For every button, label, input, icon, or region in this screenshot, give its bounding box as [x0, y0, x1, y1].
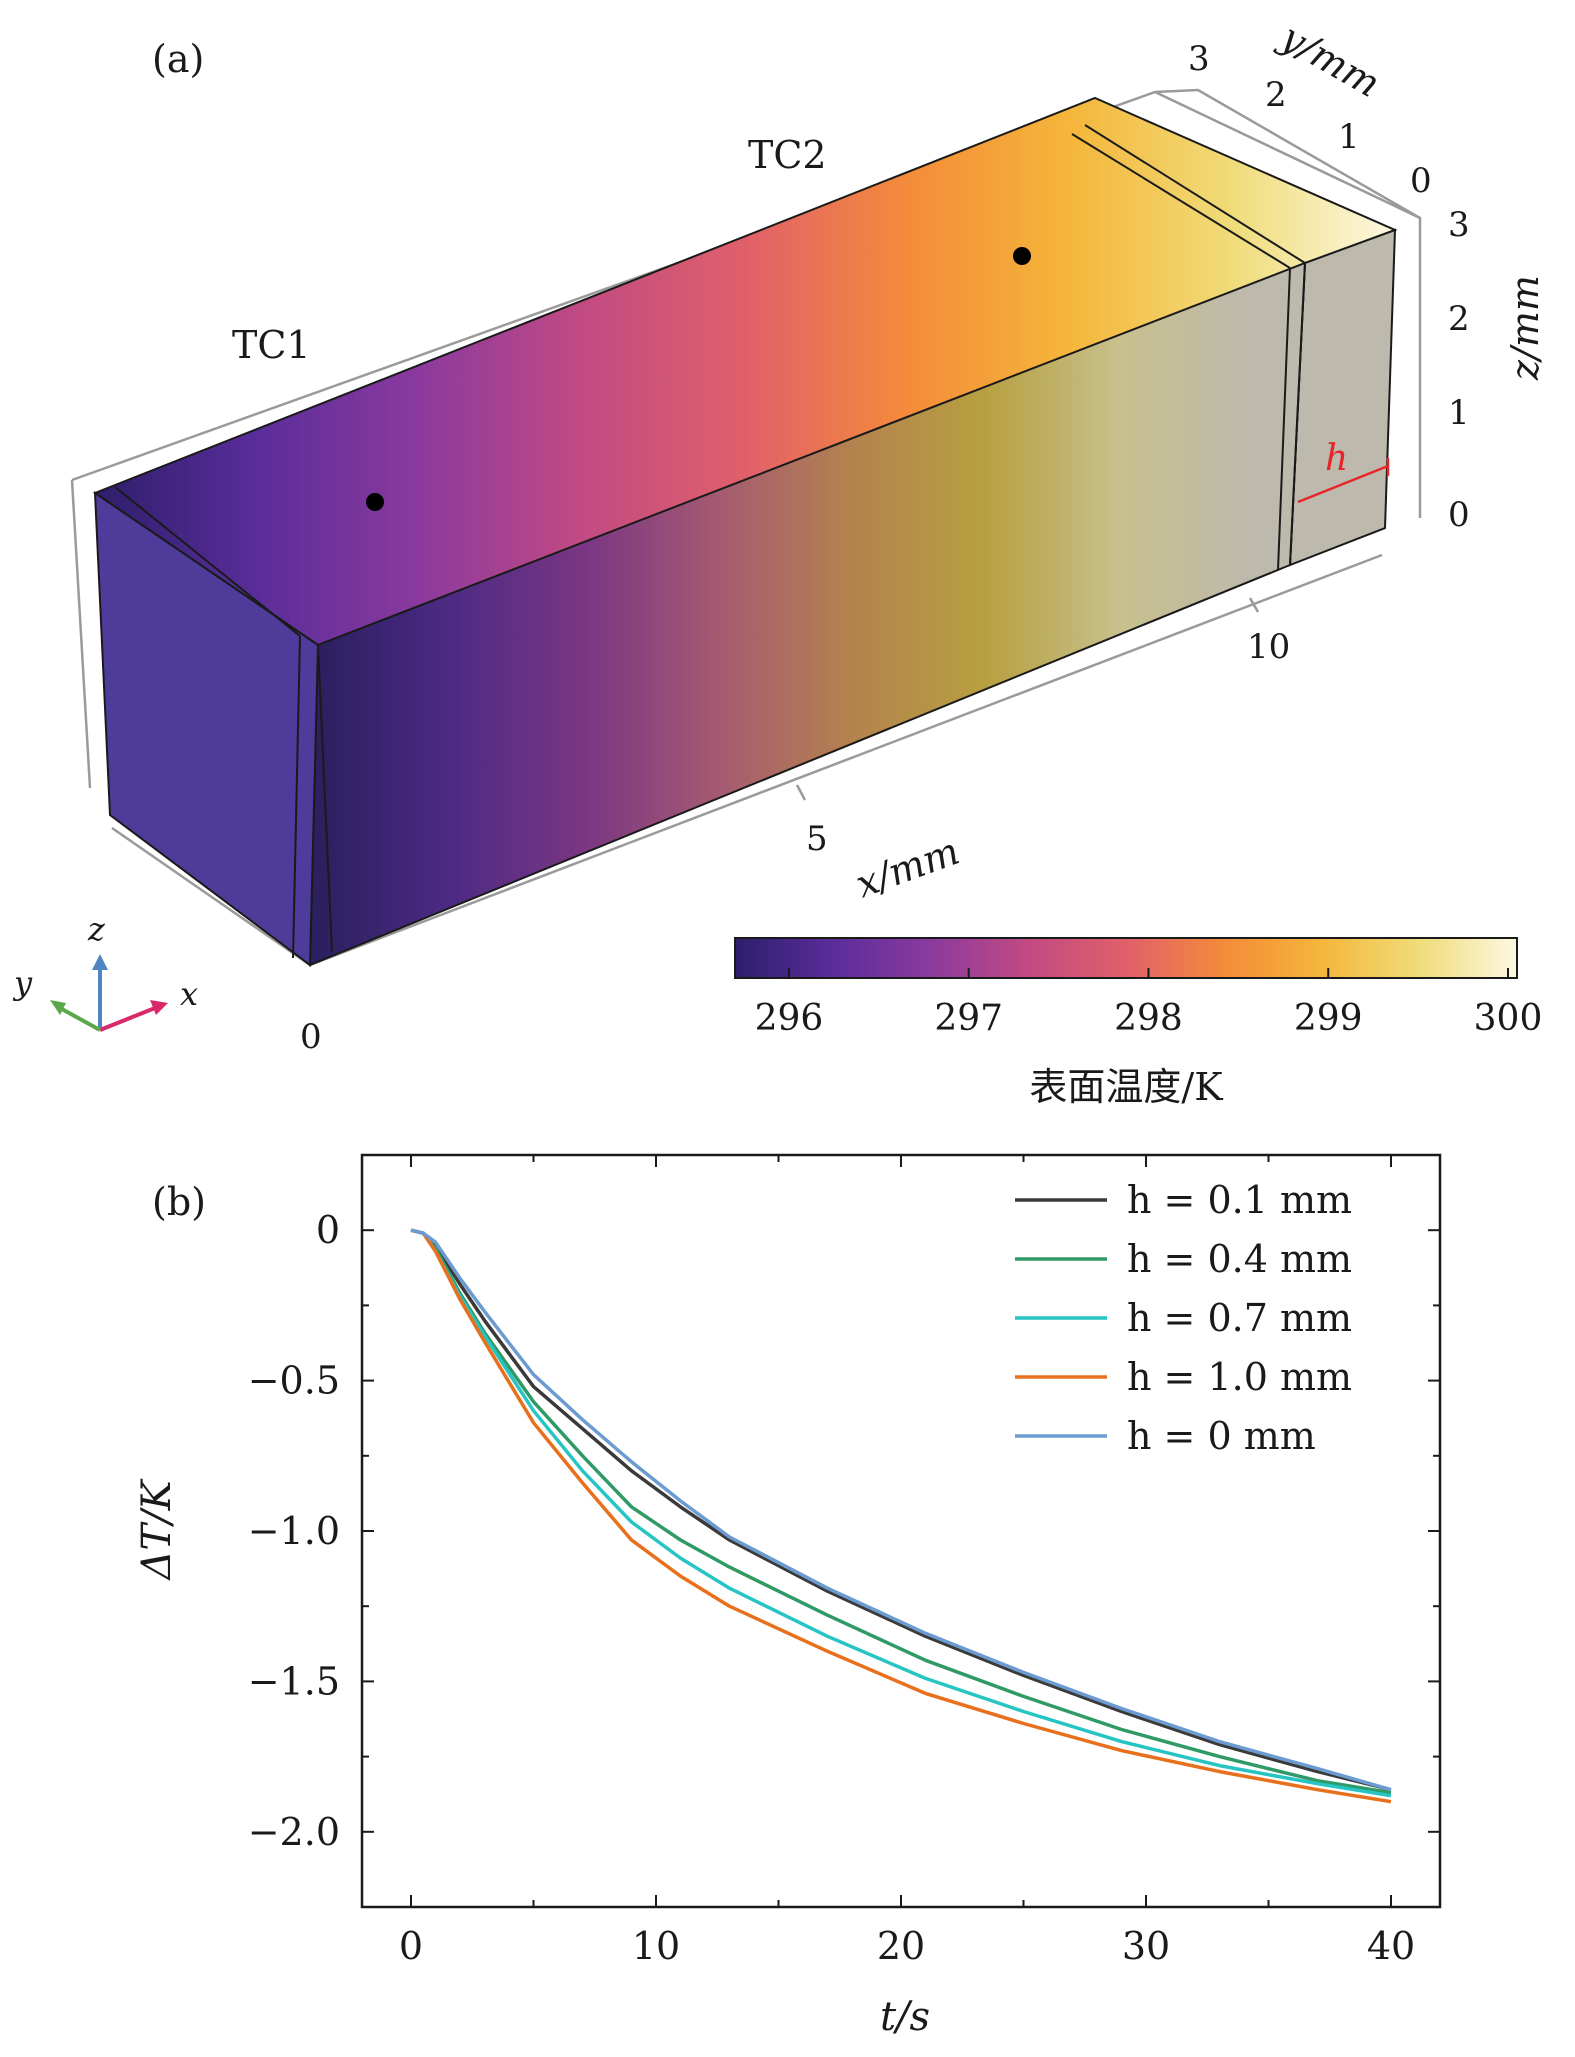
- y-tick-label: 0: [316, 1208, 340, 1252]
- x-tick-label: 0: [399, 1924, 423, 1968]
- z-tick-label-3: 3: [1448, 205, 1470, 245]
- colorbar: 296 297 298 299 300 表面温度/K: [734, 937, 1543, 1109]
- triad-y-arrow: [59, 1006, 101, 1032]
- box-edge-right-back: [1154, 88, 1422, 518]
- colorbar-title: 表面温度/K: [1029, 1065, 1223, 1109]
- x-tick-label-0: 0: [300, 1017, 322, 1057]
- y-axis-label: ΔT/K: [134, 1478, 180, 1581]
- z-tick-label-0: 0: [1448, 495, 1470, 535]
- z-tick-label-2: 2: [1448, 299, 1470, 339]
- panel-b-label: (b): [152, 1180, 206, 1224]
- layer-line-left-side: [292, 635, 301, 959]
- y-tick-label-3: 3: [1188, 39, 1210, 79]
- z-tick-label-1: 1: [1448, 393, 1470, 433]
- x-tick-10: [1248, 597, 1260, 613]
- layer-line-right-top-1: [1071, 133, 1291, 269]
- tc1-point: [366, 493, 384, 511]
- colorbar-ticks: 296 297 298 299 300: [755, 968, 1543, 1039]
- y-axis-label: y/mm: [1272, 14, 1388, 106]
- x-tick-label-10: 10: [1247, 627, 1290, 667]
- y-tick-label-0: 0: [1410, 161, 1432, 201]
- series-lines: [410, 1228, 1392, 1804]
- triad-y-label: y: [12, 964, 33, 1002]
- triad-y-head: [50, 1000, 66, 1015]
- layer-line-right-top-2: [1084, 124, 1306, 264]
- z-axis-label: z/mm: [1503, 275, 1547, 381]
- layer-lines: [114, 124, 1306, 959]
- colorbar-tick-label: 300: [1474, 998, 1543, 1039]
- legend-label-4: h = 1.0 mm: [1127, 1355, 1352, 1399]
- layer-line-left-side-2: [317, 644, 333, 953]
- z-axis-3d: 3 2 1 0 z/mm: [1448, 205, 1547, 535]
- colorbar-tick-label: 299: [1294, 998, 1363, 1039]
- triad-x-label: x: [180, 975, 198, 1013]
- colorbar-tick-label: 298: [1114, 998, 1183, 1039]
- x-tick-label-5: 5: [806, 819, 828, 859]
- legend-label-2: h = 0.4 mm: [1127, 1237, 1352, 1281]
- box-edge-back-left: [70, 479, 92, 789]
- colorbar-tick-label: 297: [934, 998, 1003, 1039]
- block: h: [92, 96, 1398, 967]
- legend: h = 0.1 mm h = 0.4 mm h = 0.7 mm h = 1.0 mm…: [1015, 1178, 1352, 1458]
- layer-line-right-side-2: [1289, 262, 1306, 566]
- y-tick-label-2: 2: [1265, 75, 1287, 115]
- colorbar-bar: [734, 937, 1518, 979]
- tc2-label: TC2: [748, 133, 827, 177]
- h-label: h: [1325, 438, 1348, 479]
- series-line-1: [410, 1228, 1392, 1792]
- block-end-face: [1288, 228, 1397, 567]
- x-tick-label: 40: [1367, 1924, 1415, 1968]
- triad-z-head: [92, 954, 108, 970]
- x-tick-label: 30: [1122, 1924, 1170, 1968]
- triad-x-head: [150, 1000, 168, 1015]
- x-tick-5: [795, 784, 807, 801]
- x-axis-label: x/mm: [850, 829, 965, 907]
- panel-a-label: (a): [152, 37, 204, 81]
- layer-line-left-top: [114, 486, 301, 637]
- layer-line-right-side-1: [1277, 267, 1291, 571]
- triad-x-arrow: [99, 1006, 156, 1032]
- x-tick-label: 20: [877, 1924, 925, 1968]
- h-dimension-line: [1297, 464, 1389, 504]
- y-tick-label: −1.5: [248, 1659, 340, 1703]
- y-tick-label-1: 1: [1338, 117, 1360, 157]
- triad-z-label: z: [87, 910, 106, 948]
- y-axis: 0 −0.5 −1.0 −1.5 −2.0: [248, 1154, 1440, 1908]
- series-line-5: [410, 1228, 1392, 1792]
- legend-label-3: h = 0.7 mm: [1127, 1296, 1352, 1340]
- tc1-label: TC1: [232, 323, 311, 367]
- x-tick-label: 10: [632, 1924, 680, 1968]
- colorbar-tick-label: 296: [755, 998, 824, 1039]
- block-front-face: [93, 491, 320, 967]
- legend-label-1: h = 0.1 mm: [1127, 1178, 1352, 1222]
- legend-label-5: h = 0 mm: [1127, 1414, 1316, 1458]
- panel-b: (b) 0 10 20 30 40 0 −0.5 −1.0 −1.5 −2.0 h = 0.1 …: [134, 1153, 1442, 2040]
- y-tick-label: −2.0: [248, 1810, 340, 1854]
- y-tick-label: −1.0: [248, 1509, 340, 1553]
- tc2-point: [1013, 247, 1031, 265]
- x-axis: 0 10 20 30 40: [399, 1155, 1415, 1968]
- y-tick-label: −0.5: [248, 1359, 340, 1403]
- series-line-4: [410, 1228, 1392, 1804]
- x-axis-label: t/s: [880, 1994, 930, 2040]
- orientation-triad: z x y: [12, 910, 198, 1032]
- panel-a: (a): [12, 14, 1547, 1109]
